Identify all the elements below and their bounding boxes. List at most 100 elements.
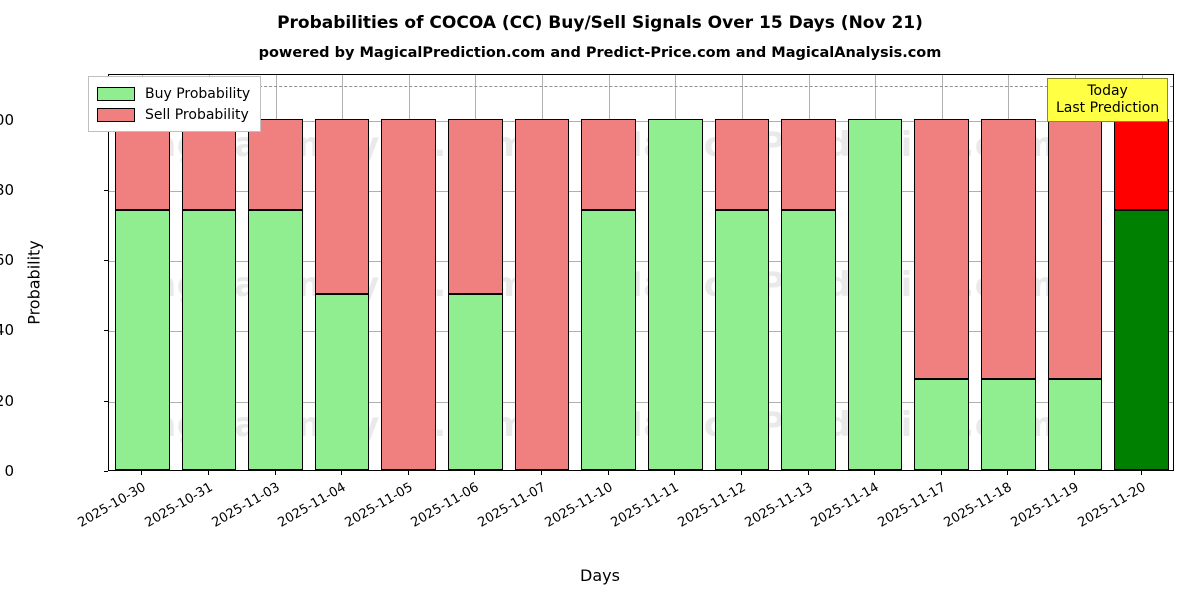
reference-dashed-line bbox=[109, 85, 1173, 87]
gridline-horizontal bbox=[109, 120, 1173, 122]
bar-day[interactable] bbox=[714, 75, 770, 470]
bar-segment-buy[interactable] bbox=[1114, 210, 1169, 470]
x-tick-mark bbox=[1074, 471, 1076, 475]
bar-day[interactable] bbox=[981, 75, 1036, 470]
bar-segment-sell[interactable] bbox=[981, 118, 1036, 379]
legend-label-buy: Buy Probability bbox=[145, 85, 251, 102]
x-tick-label: 2025-11-19 bbox=[1008, 480, 1082, 531]
bar-segment-sell[interactable] bbox=[781, 118, 836, 211]
y-tick-label: 100 bbox=[0, 110, 14, 129]
y-axis-label: Probability bbox=[24, 240, 44, 325]
bar-segment-buy[interactable] bbox=[781, 210, 836, 470]
legend-swatch-sell-icon bbox=[97, 107, 135, 122]
x-tick-label: 2025-11-14 bbox=[808, 480, 882, 531]
x-axis-label: Days bbox=[580, 566, 620, 585]
bar-segment-sell[interactable] bbox=[381, 118, 437, 470]
x-tick-label: 2025-10-31 bbox=[142, 480, 216, 531]
gridline-horizontal bbox=[109, 331, 1173, 333]
x-tick-label: 2025-11-11 bbox=[608, 480, 682, 531]
bar-segment-sell[interactable] bbox=[714, 118, 770, 211]
today-annotation: Today Last Prediction bbox=[1047, 78, 1169, 122]
bar-segment-sell[interactable] bbox=[448, 118, 503, 295]
gridline-horizontal bbox=[109, 401, 1173, 403]
bar-day[interactable] bbox=[181, 75, 237, 470]
bar-segment-sell[interactable] bbox=[248, 118, 303, 211]
bar-segment-buy[interactable] bbox=[314, 294, 370, 470]
bar-day[interactable] bbox=[581, 75, 636, 470]
bar-segment-buy[interactable] bbox=[647, 118, 703, 470]
x-tick-label: 2025-10-30 bbox=[75, 480, 149, 531]
chart-title: Probabilities of COCOA (CC) Buy/Sell Sig… bbox=[277, 13, 923, 33]
bar-segment-buy[interactable] bbox=[181, 210, 237, 470]
bar-segment-sell[interactable] bbox=[1047, 118, 1103, 379]
bar-segment-buy[interactable] bbox=[714, 210, 770, 470]
chart-legend: Buy Probability Sell Probability bbox=[88, 76, 262, 132]
x-tick-label: 2025-11-06 bbox=[408, 480, 482, 531]
bar-segment-sell[interactable] bbox=[581, 118, 636, 211]
gridline-horizontal bbox=[109, 190, 1173, 192]
y-tick-label: 40 bbox=[0, 321, 14, 340]
x-tick-mark bbox=[341, 471, 343, 475]
bar-day[interactable] bbox=[1047, 75, 1103, 470]
x-tick-mark bbox=[940, 471, 942, 475]
y-tick-label: 60 bbox=[0, 251, 14, 270]
bar-day[interactable] bbox=[847, 75, 903, 470]
x-tick-mark bbox=[1007, 471, 1009, 475]
y-tick-mark bbox=[104, 471, 108, 472]
bar-segment-sell[interactable] bbox=[914, 118, 970, 379]
legend-label-sell: Sell Probability bbox=[145, 106, 249, 123]
x-tick-label: 2025-11-20 bbox=[1075, 480, 1149, 531]
x-tick-mark bbox=[740, 471, 742, 475]
x-tick-label: 2025-11-18 bbox=[941, 480, 1015, 531]
y-tick-label: 0 bbox=[4, 462, 14, 480]
bar-day[interactable] bbox=[914, 75, 970, 470]
x-tick-mark bbox=[274, 471, 276, 475]
y-tick-mark bbox=[104, 330, 108, 332]
bar-today[interactable] bbox=[1114, 75, 1169, 470]
bar-day[interactable] bbox=[781, 75, 836, 470]
x-tick-mark bbox=[207, 471, 209, 475]
bar-segment-buy[interactable] bbox=[448, 294, 503, 470]
x-tick-mark bbox=[874, 471, 876, 475]
bar-day[interactable] bbox=[114, 75, 170, 470]
bar-segment-buy[interactable] bbox=[248, 210, 303, 470]
bar-segment-buy[interactable] bbox=[581, 210, 636, 470]
legend-item-buy: Buy Probability bbox=[97, 83, 250, 104]
x-tick-mark bbox=[407, 471, 409, 475]
bar-segment-sell[interactable] bbox=[114, 118, 170, 211]
bar-day[interactable] bbox=[381, 75, 437, 470]
bar-day[interactable] bbox=[448, 75, 503, 470]
bar-segment-sell[interactable] bbox=[1114, 118, 1169, 211]
bar-day[interactable] bbox=[248, 75, 303, 470]
bar-segment-buy[interactable] bbox=[1047, 378, 1103, 470]
x-tick-mark bbox=[607, 471, 609, 475]
x-tick-label: 2025-11-07 bbox=[475, 480, 549, 531]
bar-segment-buy[interactable] bbox=[847, 118, 903, 470]
legend-swatch-buy-icon bbox=[97, 86, 135, 101]
bar-segment-buy[interactable] bbox=[114, 210, 170, 470]
x-tick-mark bbox=[541, 471, 543, 475]
today-annotation-line2: Last Prediction bbox=[1056, 100, 1160, 116]
x-tick-mark bbox=[674, 471, 676, 475]
bar-segment-sell[interactable] bbox=[181, 118, 237, 211]
bar-segment-sell[interactable] bbox=[314, 118, 370, 295]
y-tick-label: 20 bbox=[0, 391, 14, 410]
bar-segment-buy[interactable] bbox=[981, 378, 1036, 470]
y-tick-mark bbox=[104, 400, 108, 402]
chart-subtitle: powered by MagicalPrediction.com and Pre… bbox=[258, 45, 942, 61]
plot-area: MagicalAnalysis.comMagicalPrediction.com… bbox=[108, 74, 1174, 471]
gridline-horizontal bbox=[109, 261, 1173, 263]
bar-day[interactable] bbox=[647, 75, 703, 470]
x-tick-label: 2025-11-12 bbox=[675, 480, 749, 531]
bar-segment-buy[interactable] bbox=[914, 378, 970, 470]
x-tick-mark bbox=[141, 471, 143, 475]
x-tick-mark bbox=[1140, 471, 1142, 475]
legend-item-sell: Sell Probability bbox=[97, 104, 250, 125]
bar-segment-sell[interactable] bbox=[514, 118, 570, 470]
x-tick-label: 2025-11-04 bbox=[275, 480, 349, 531]
today-annotation-line1: Today bbox=[1087, 83, 1128, 99]
x-tick-mark bbox=[474, 471, 476, 475]
bar-day[interactable] bbox=[514, 75, 570, 470]
bar-day[interactable] bbox=[314, 75, 370, 470]
